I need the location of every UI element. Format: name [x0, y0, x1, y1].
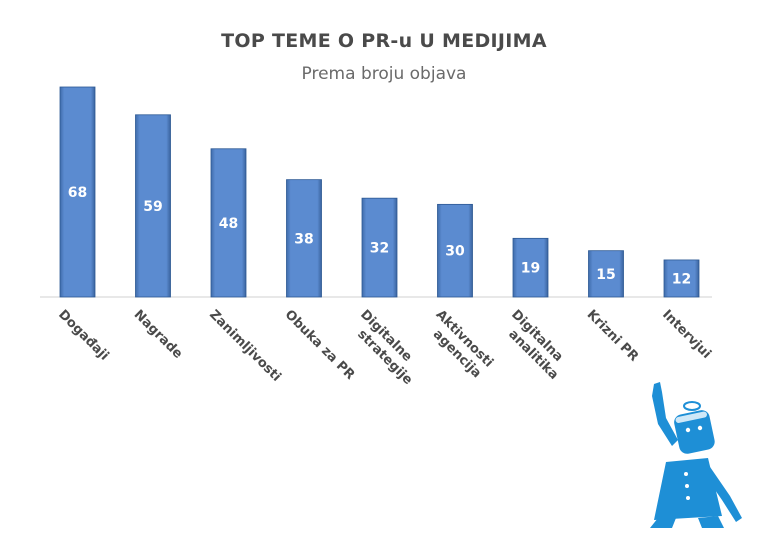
chart-title: TOP TEME O PR-u U MEDIJIMA [221, 30, 547, 52]
bar [59, 86, 96, 298]
data-label: 19 [521, 261, 540, 277]
category-label: Zanimljivosti [206, 307, 284, 385]
category-label-line: Obuka za PR [282, 307, 358, 383]
bar [588, 250, 624, 298]
bar [210, 148, 247, 298]
category-label: Obuka za PR [282, 307, 358, 383]
data-label: 59 [143, 199, 162, 215]
bar [135, 114, 171, 298]
chart-subtitle: Prema broju objava [301, 64, 467, 84]
data-label: 48 [219, 216, 238, 232]
category-label: Krizni PR [584, 307, 641, 364]
category-label-line: Nagrade [131, 307, 186, 362]
bar [286, 179, 322, 298]
data-label: 38 [294, 231, 313, 247]
category-label-line: Događaji [55, 307, 111, 363]
mascot-figure-icon [650, 382, 742, 528]
bar [663, 259, 700, 298]
category-label-line: Krizni PR [584, 307, 641, 364]
data-label: 12 [672, 271, 691, 287]
category-label: Događaji [55, 307, 111, 363]
category-label-line: Zanimljivosti [206, 307, 284, 385]
bar [361, 197, 398, 298]
data-label: 15 [596, 267, 615, 283]
data-label: 30 [445, 244, 465, 260]
category-label: Intervjui [659, 307, 714, 362]
category-label: Nagrade [131, 307, 186, 362]
bar [437, 203, 473, 298]
data-label: 32 [370, 241, 389, 257]
data-label: 68 [68, 185, 87, 201]
category-label-line: Intervjui [659, 307, 714, 362]
bar [512, 237, 549, 298]
